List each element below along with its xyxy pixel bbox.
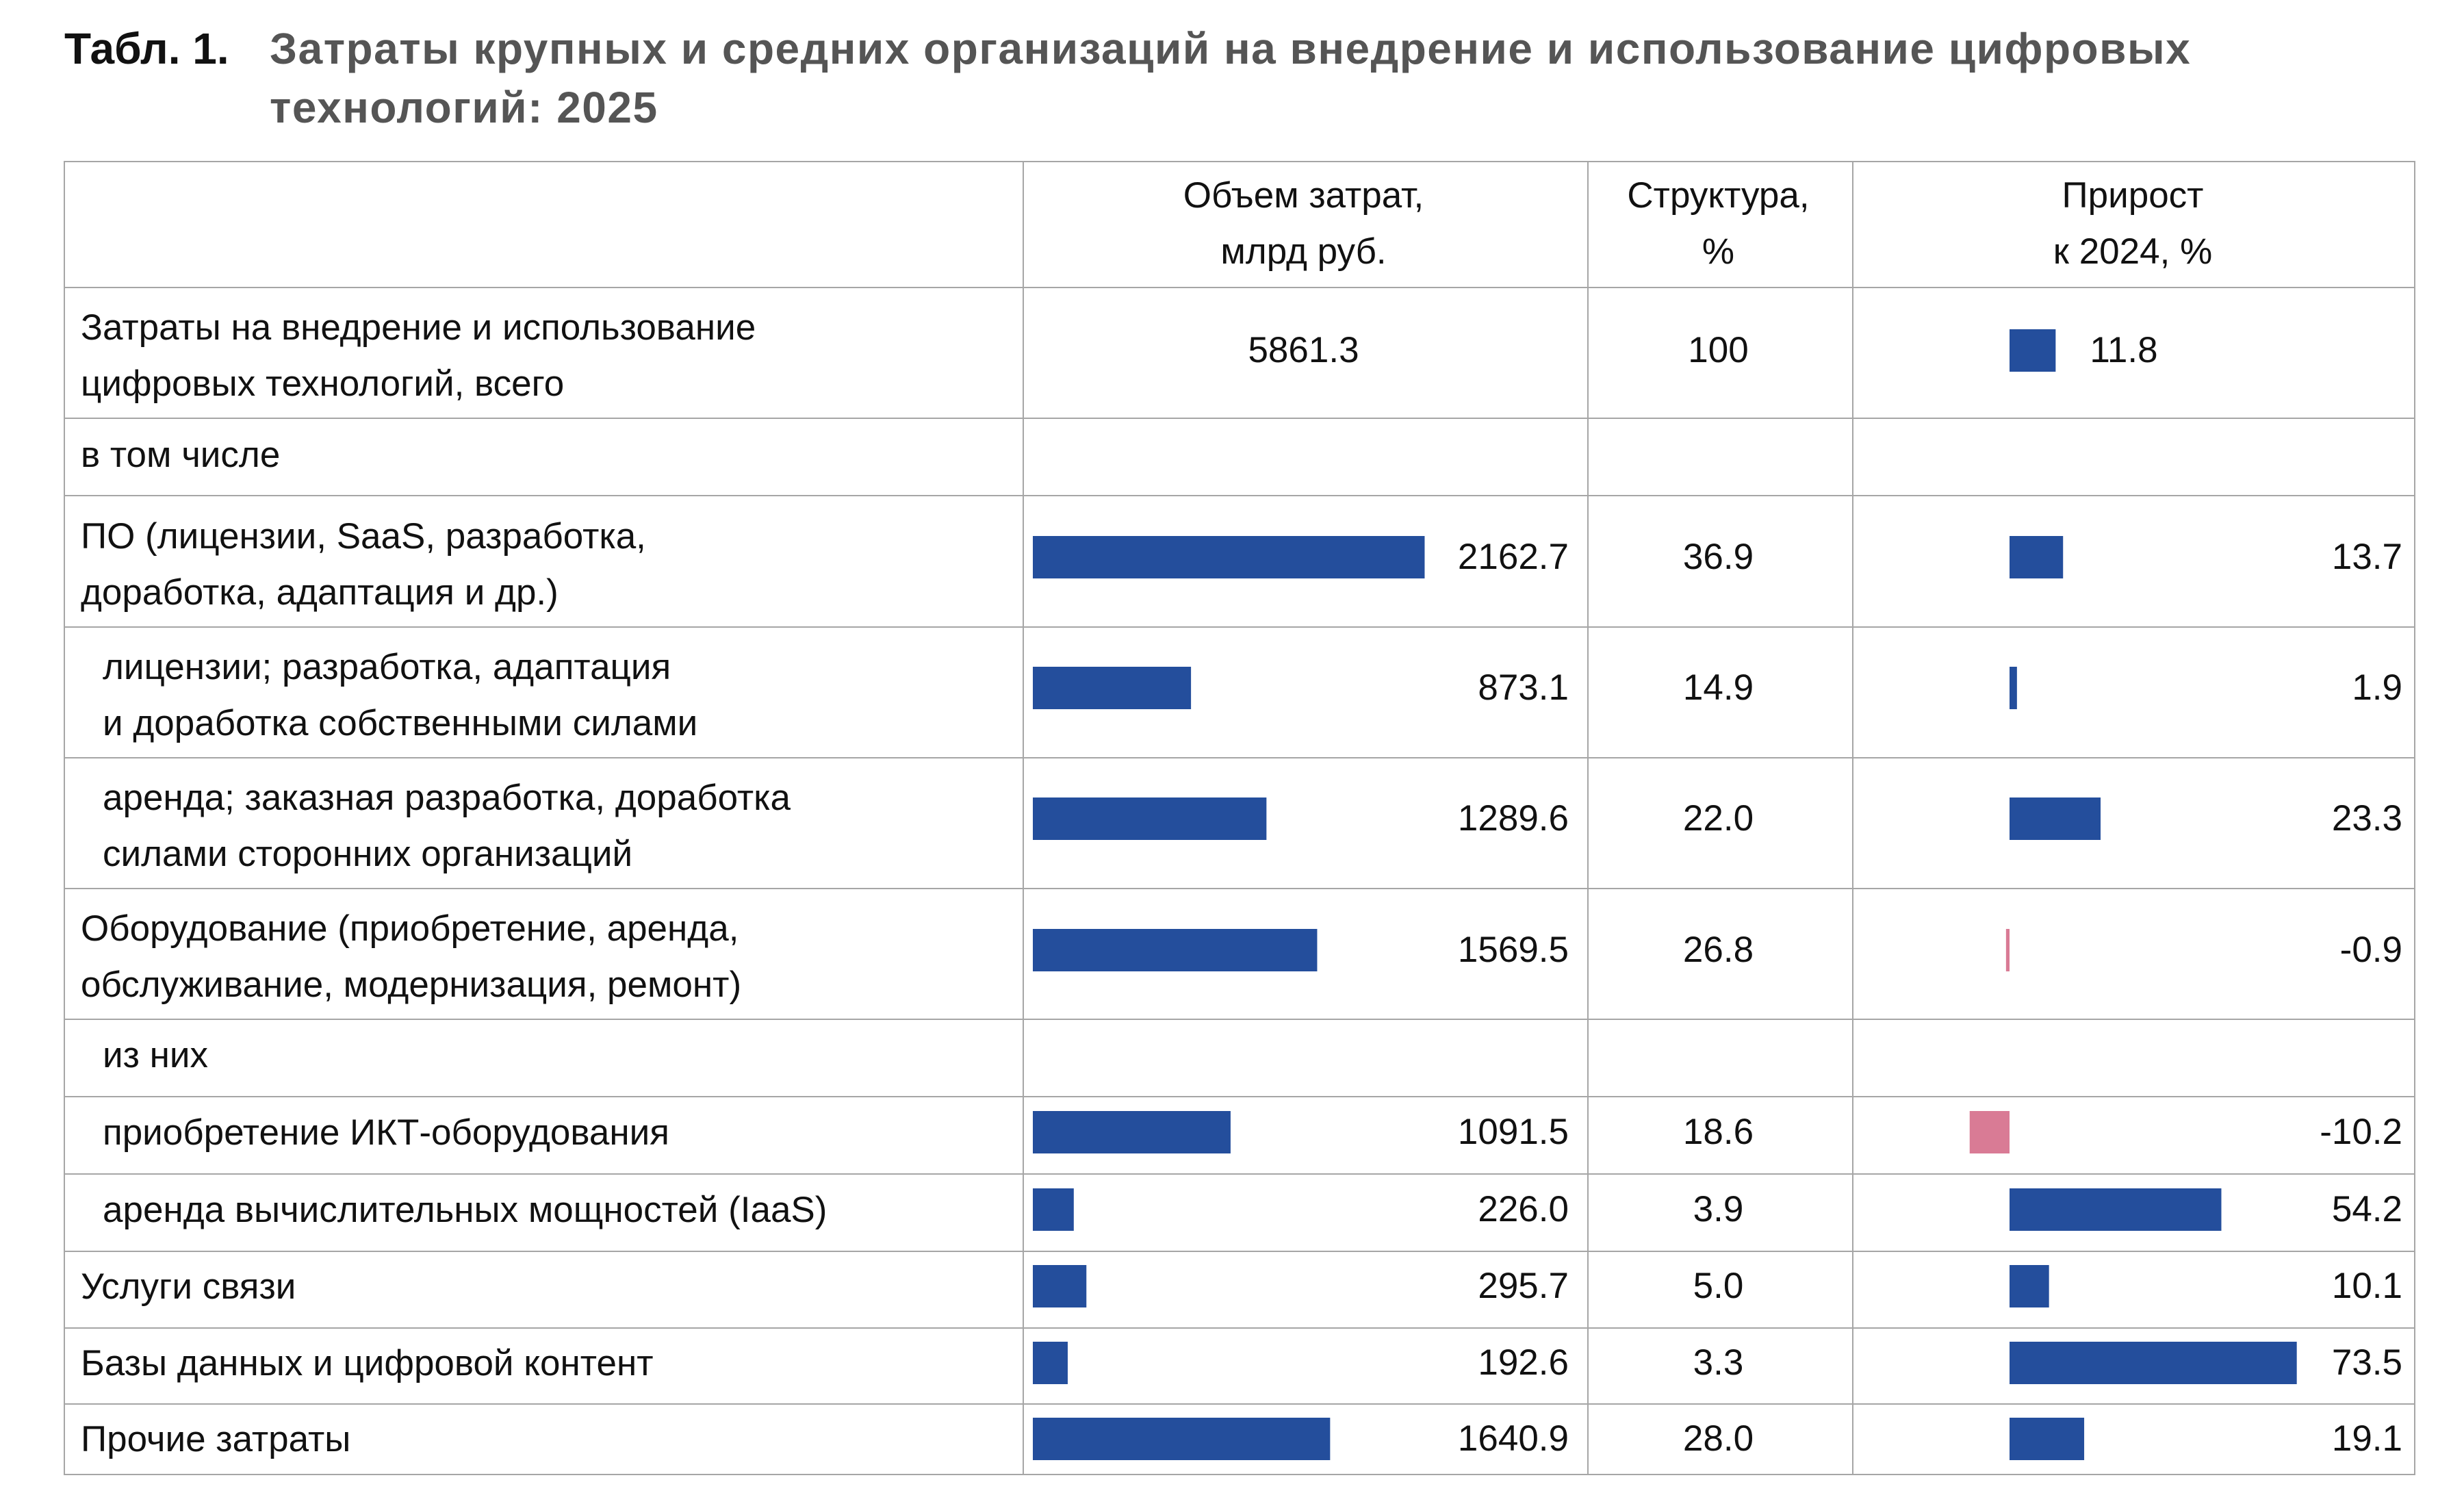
growth-value: 1.9 <box>2352 667 2402 708</box>
share-value: 5.0 <box>1693 1266 1744 1306</box>
volume-value: 1289.6 <box>1457 798 1569 839</box>
share-value: 28.0 <box>1682 1418 1754 1459</box>
row-label: в том числе <box>81 435 281 475</box>
table-number: Табл. 1. <box>64 24 229 73</box>
growth-bar <box>2010 667 2017 709</box>
row-divider <box>65 1096 2414 1097</box>
volume-bar <box>1033 1265 1087 1307</box>
share-value: 3.3 <box>1693 1342 1744 1383</box>
growth-bar <box>2010 797 2101 840</box>
growth-bar <box>2005 929 2010 971</box>
volume-bar <box>1033 929 1318 971</box>
data-table <box>64 161 2415 1475</box>
volume-value: 2162.7 <box>1457 537 1569 577</box>
row-divider <box>65 287 2414 288</box>
row-label: аренда; заказная разработка, доработка си… <box>103 778 791 874</box>
growth-bar <box>2010 1265 2049 1307</box>
share-value: 100 <box>1688 330 1749 370</box>
volume-bar <box>1033 1188 1074 1231</box>
share-value: 22.0 <box>1682 798 1754 839</box>
volume-bar <box>1033 667 1192 709</box>
row-divider <box>65 1403 2414 1405</box>
share-value: 26.8 <box>1682 930 1754 970</box>
growth-bar <box>1969 1111 2010 1153</box>
volume-value: 5861.3 <box>1248 330 1359 370</box>
growth-value: 73.5 <box>2331 1342 2402 1383</box>
volume-value: 1640.9 <box>1457 1418 1569 1459</box>
share-value: 36.9 <box>1682 537 1754 577</box>
row-divider <box>65 888 2414 889</box>
column-divider <box>1587 162 1589 1474</box>
growth-value: 19.1 <box>2331 1418 2402 1459</box>
growth-bar <box>2010 329 2056 372</box>
growth-bar <box>2010 1342 2297 1384</box>
growth-value: -10.2 <box>2320 1112 2402 1152</box>
volume-bar <box>1033 1418 1331 1460</box>
header-volume: Объем затрат, млрд руб. <box>1183 175 1424 272</box>
row-label: Услуги связи <box>81 1266 296 1307</box>
volume-bar <box>1033 1111 1231 1153</box>
growth-value: 23.3 <box>2331 798 2402 839</box>
volume-value: 1091.5 <box>1457 1112 1569 1152</box>
row-label: лицензии; разработка, адаптация и доработ… <box>103 647 698 743</box>
row-divider <box>65 418 2414 419</box>
growth-value: 54.2 <box>2331 1189 2402 1229</box>
row-divider <box>65 757 2414 758</box>
growth-bar <box>2010 536 2064 578</box>
row-divider <box>65 626 2414 628</box>
growth-value: -0.9 <box>2339 930 2402 970</box>
volume-value: 226.0 <box>1478 1189 1569 1229</box>
row-label: Прочие затраты <box>81 1419 351 1459</box>
share-value: 18.6 <box>1682 1112 1754 1152</box>
row-label: ПО (лицензии, SaaS, разработка, доработка… <box>81 516 646 613</box>
row-divider <box>65 1019 2414 1020</box>
header-share: Структура,% <box>1627 175 1810 272</box>
header-growth: Прирост к 2024, % <box>2053 175 2213 272</box>
volume-bar <box>1033 797 1267 840</box>
growth-value: 11.8 <box>2090 330 2158 370</box>
table-title: Затраты крупных и средних организаций на… <box>270 24 2192 132</box>
row-label: из них <box>103 1035 209 1075</box>
volume-value: 873.1 <box>1478 667 1569 708</box>
row-divider <box>65 1173 2414 1175</box>
volume-bar <box>1033 1342 1068 1384</box>
column-divider <box>1852 162 1853 1474</box>
row-label: приобретение ИКТ-оборудования <box>103 1112 669 1153</box>
volume-value: 295.7 <box>1478 1266 1569 1306</box>
growth-bar <box>2010 1188 2222 1231</box>
row-divider <box>65 1327 2414 1329</box>
row-label: аренда вычислительных мощностей (IaaS) <box>103 1190 827 1230</box>
row-label: Базы данных и цифровой контент <box>81 1343 654 1383</box>
column-divider <box>1023 162 1024 1474</box>
volume-bar <box>1033 536 1425 578</box>
share-value: 3.9 <box>1693 1189 1744 1229</box>
row-label: Оборудование (приобретение, аренда, обслу… <box>81 908 742 1005</box>
growth-value: 13.7 <box>2331 537 2402 577</box>
volume-value: 1569.5 <box>1457 930 1569 970</box>
share-value: 14.9 <box>1682 667 1754 708</box>
growth-value: 10.1 <box>2331 1266 2402 1306</box>
row-label: Затраты на внедрение и использование цифр… <box>81 307 756 404</box>
row-divider <box>65 1251 2414 1252</box>
volume-value: 192.6 <box>1478 1342 1569 1383</box>
table-caption: Табл. 1. Затраты крупных и средних орган… <box>64 19 2391 142</box>
row-divider <box>65 495 2414 496</box>
growth-bar <box>2010 1418 2085 1460</box>
